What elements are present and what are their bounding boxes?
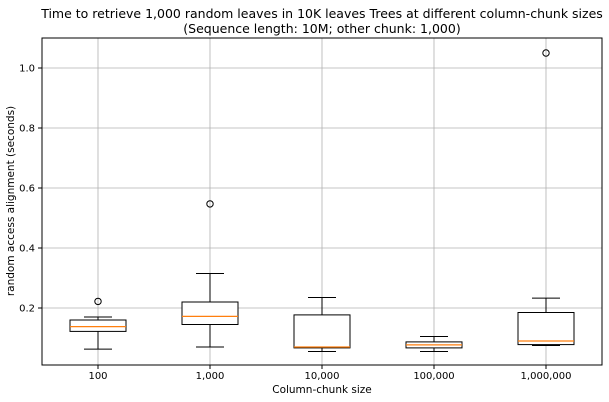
tick-layer: 0.2 0.4 0.6 0.8 1.0 100 1,000 10,000 100,000 1,00… [19,64,571,383]
box-group-2 [181,200,239,348]
box-group-3 [293,297,351,352]
box-3 [293,314,351,349]
x-tick-label-1: 100 [88,371,107,382]
outlier-point-2-1 [206,200,214,208]
outlier-point-5-1 [542,49,550,57]
x-tick-label-5: 1,000,000 [521,371,572,382]
box-5 [517,312,575,346]
y-tick-label-5: 1.0 [19,64,35,75]
x-axis-label: Column-chunk size [272,384,372,396]
y-axis-label: random access alignment (seconds) [5,106,17,296]
x-tick-label-3: 10,000 [305,371,340,382]
y-tick-label-2: 0.4 [19,244,35,255]
x-tick-label-2: 1,000 [196,371,225,382]
x-tick-label-4: 100,000 [413,371,454,382]
chart-subtitle: (Sequence length: 10M; other chunk: 1,00… [183,21,460,36]
box-layer [69,49,575,352]
outlier-point-1-1 [94,297,102,306]
box-group-4 [405,336,463,352]
box-group-1 [69,297,127,350]
chart-title: Time to retrieve 1,000 random leaves in … [40,6,603,21]
y-tick-label-4: 0.8 [19,124,35,135]
box-2 [181,301,239,325]
box-group-5 [517,49,575,346]
y-tick-label-3: 0.6 [19,184,35,195]
plot-frame [41,37,603,366]
y-tick-label-1: 0.2 [19,304,35,315]
box-1 [69,319,127,332]
